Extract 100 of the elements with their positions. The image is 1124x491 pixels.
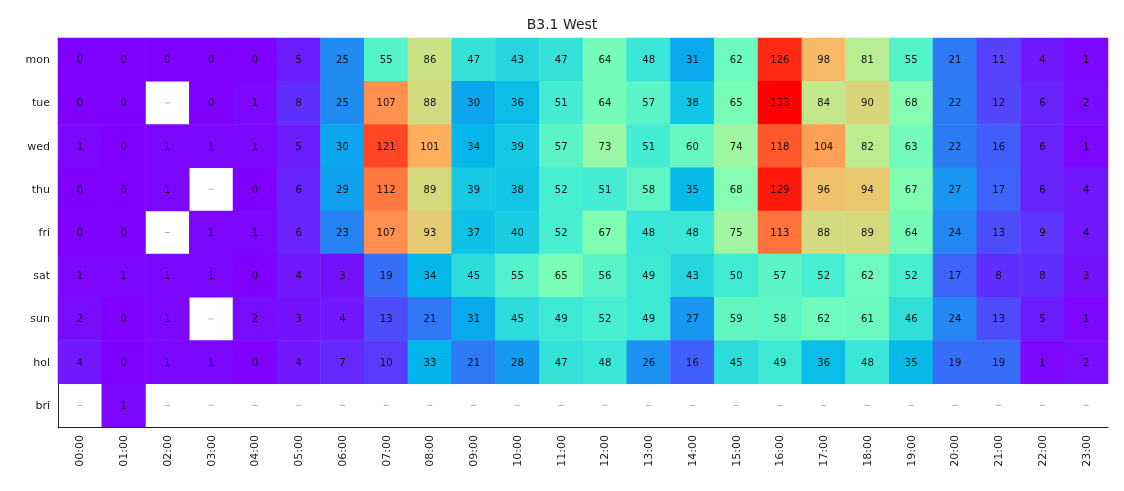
data-label: 24 <box>948 227 962 238</box>
data-label: 4 <box>1082 227 1090 238</box>
data-label: 38 <box>511 183 524 195</box>
data-label: 3 <box>339 270 346 282</box>
data-label: 5 <box>295 140 302 152</box>
y-tick-label: wed <box>27 139 50 153</box>
data-label: 4 <box>1082 183 1090 195</box>
data-label: 7 <box>339 356 346 368</box>
data-label: 61 <box>861 313 874 325</box>
data-label: 30 <box>336 140 349 152</box>
data-label: 47 <box>554 356 568 368</box>
data-label: 4 <box>339 313 346 325</box>
data-label: 1 <box>164 270 171 282</box>
data-label: 6 <box>1039 140 1046 152</box>
data-label: 8 <box>1039 270 1046 282</box>
data-label: 74 <box>729 140 743 152</box>
data-label: 34 <box>467 140 480 152</box>
data-label: 98 <box>817 54 830 66</box>
data-label: 0 <box>120 183 127 195</box>
data-label: 68 <box>729 183 743 195</box>
data-label: 0 <box>120 97 127 109</box>
data-label: 4 <box>76 356 84 368</box>
x-tick-label: 07:00 <box>379 435 393 467</box>
data-label: 36 <box>511 97 524 109</box>
data-label: 84 <box>817 97 830 109</box>
data-label: 52 <box>904 270 918 282</box>
data-label: 4 <box>295 270 302 282</box>
data-label: 19 <box>992 356 1005 368</box>
data-label: 73 <box>598 140 612 152</box>
data-label: 11 <box>992 54 1005 66</box>
data-label: 49 <box>642 270 655 282</box>
x-tick-label: 06:00 <box>335 435 349 467</box>
data-label: 45 <box>729 356 743 368</box>
data-label: 1 <box>1082 140 1090 152</box>
data-label: 89 <box>423 183 437 195</box>
data-label: 43 <box>511 54 524 66</box>
data-label: 88 <box>423 97 437 109</box>
data-label: 52 <box>598 313 612 325</box>
data-label: 1 <box>76 270 84 282</box>
data-label: 0 <box>207 54 215 66</box>
data-label: 94 <box>861 183 874 195</box>
data-label: 48 <box>642 227 655 238</box>
data-label: 2 <box>1082 356 1090 368</box>
data-label: 0 <box>251 356 259 368</box>
x-tick-label: 17:00 <box>817 435 831 467</box>
data-label: 113 <box>770 227 790 238</box>
data-label: 5 <box>295 54 302 66</box>
data-label: 55 <box>904 54 918 66</box>
data-label: 60 <box>686 140 699 152</box>
data-label: 4 <box>295 356 302 368</box>
data-label: 17 <box>992 183 1005 195</box>
data-label: 6 <box>295 227 302 238</box>
data-label: 57 <box>642 97 655 109</box>
data-label: 0 <box>251 54 259 66</box>
data-label: 16 <box>686 356 699 368</box>
x-tick-label: 22:00 <box>1035 435 1049 467</box>
data-label: 34 <box>423 270 437 282</box>
data-label: 49 <box>554 313 568 325</box>
data-label: 8 <box>295 97 302 109</box>
data-label: 112 <box>376 183 396 195</box>
data-label: 0 <box>76 54 84 66</box>
data-label: 68 <box>904 97 918 109</box>
data-label: 45 <box>511 313 524 325</box>
data-label: 1 <box>120 399 127 411</box>
data-label: 65 <box>729 97 743 109</box>
data-label: 6 <box>295 183 302 195</box>
data-label: 59 <box>729 313 743 325</box>
data-label: 121 <box>376 140 396 152</box>
data-label: 1 <box>164 313 171 325</box>
data-label: 57 <box>554 140 568 152</box>
data-label: 0 <box>120 313 127 325</box>
data-label: 1 <box>251 140 259 152</box>
x-tick-label: 05:00 <box>292 435 306 467</box>
data-label: 21 <box>423 313 437 325</box>
data-label: 0 <box>164 54 171 66</box>
data-label: 0 <box>120 54 127 66</box>
data-label: 1 <box>251 227 259 238</box>
data-label: 9 <box>1039 227 1046 238</box>
data-label: 96 <box>817 183 830 195</box>
data-label: 0 <box>251 183 259 195</box>
chart-title: B3.1 West <box>526 16 598 32</box>
data-label: 28 <box>511 356 524 368</box>
data-label: 133 <box>770 97 790 109</box>
data-label: 1 <box>164 140 171 152</box>
x-tick-label: 18:00 <box>860 435 874 467</box>
data-label: 1 <box>76 140 84 152</box>
data-label: 22 <box>948 97 962 109</box>
data-label: 82 <box>861 140 874 152</box>
y-tick-label: bri <box>35 398 50 412</box>
data-label: 63 <box>904 140 918 152</box>
x-tick-label: 14:00 <box>685 435 699 467</box>
y-tick-label: sat <box>33 269 51 283</box>
data-label: 17 <box>948 270 962 282</box>
data-label: 23 <box>336 227 349 238</box>
x-tick-label: 00:00 <box>73 435 87 467</box>
data-label: 1 <box>251 97 259 109</box>
data-label: 47 <box>467 54 480 66</box>
x-tick-label: 12:00 <box>598 435 612 467</box>
data-label: 24 <box>948 313 962 325</box>
data-label: 27 <box>948 183 962 195</box>
